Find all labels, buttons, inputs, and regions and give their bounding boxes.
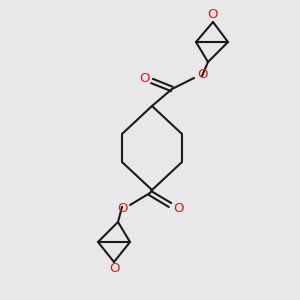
- Text: O: O: [208, 8, 218, 22]
- Text: O: O: [109, 262, 119, 275]
- Text: O: O: [140, 71, 150, 85]
- Text: O: O: [117, 202, 127, 214]
- Text: O: O: [197, 68, 207, 82]
- Text: O: O: [173, 202, 183, 215]
